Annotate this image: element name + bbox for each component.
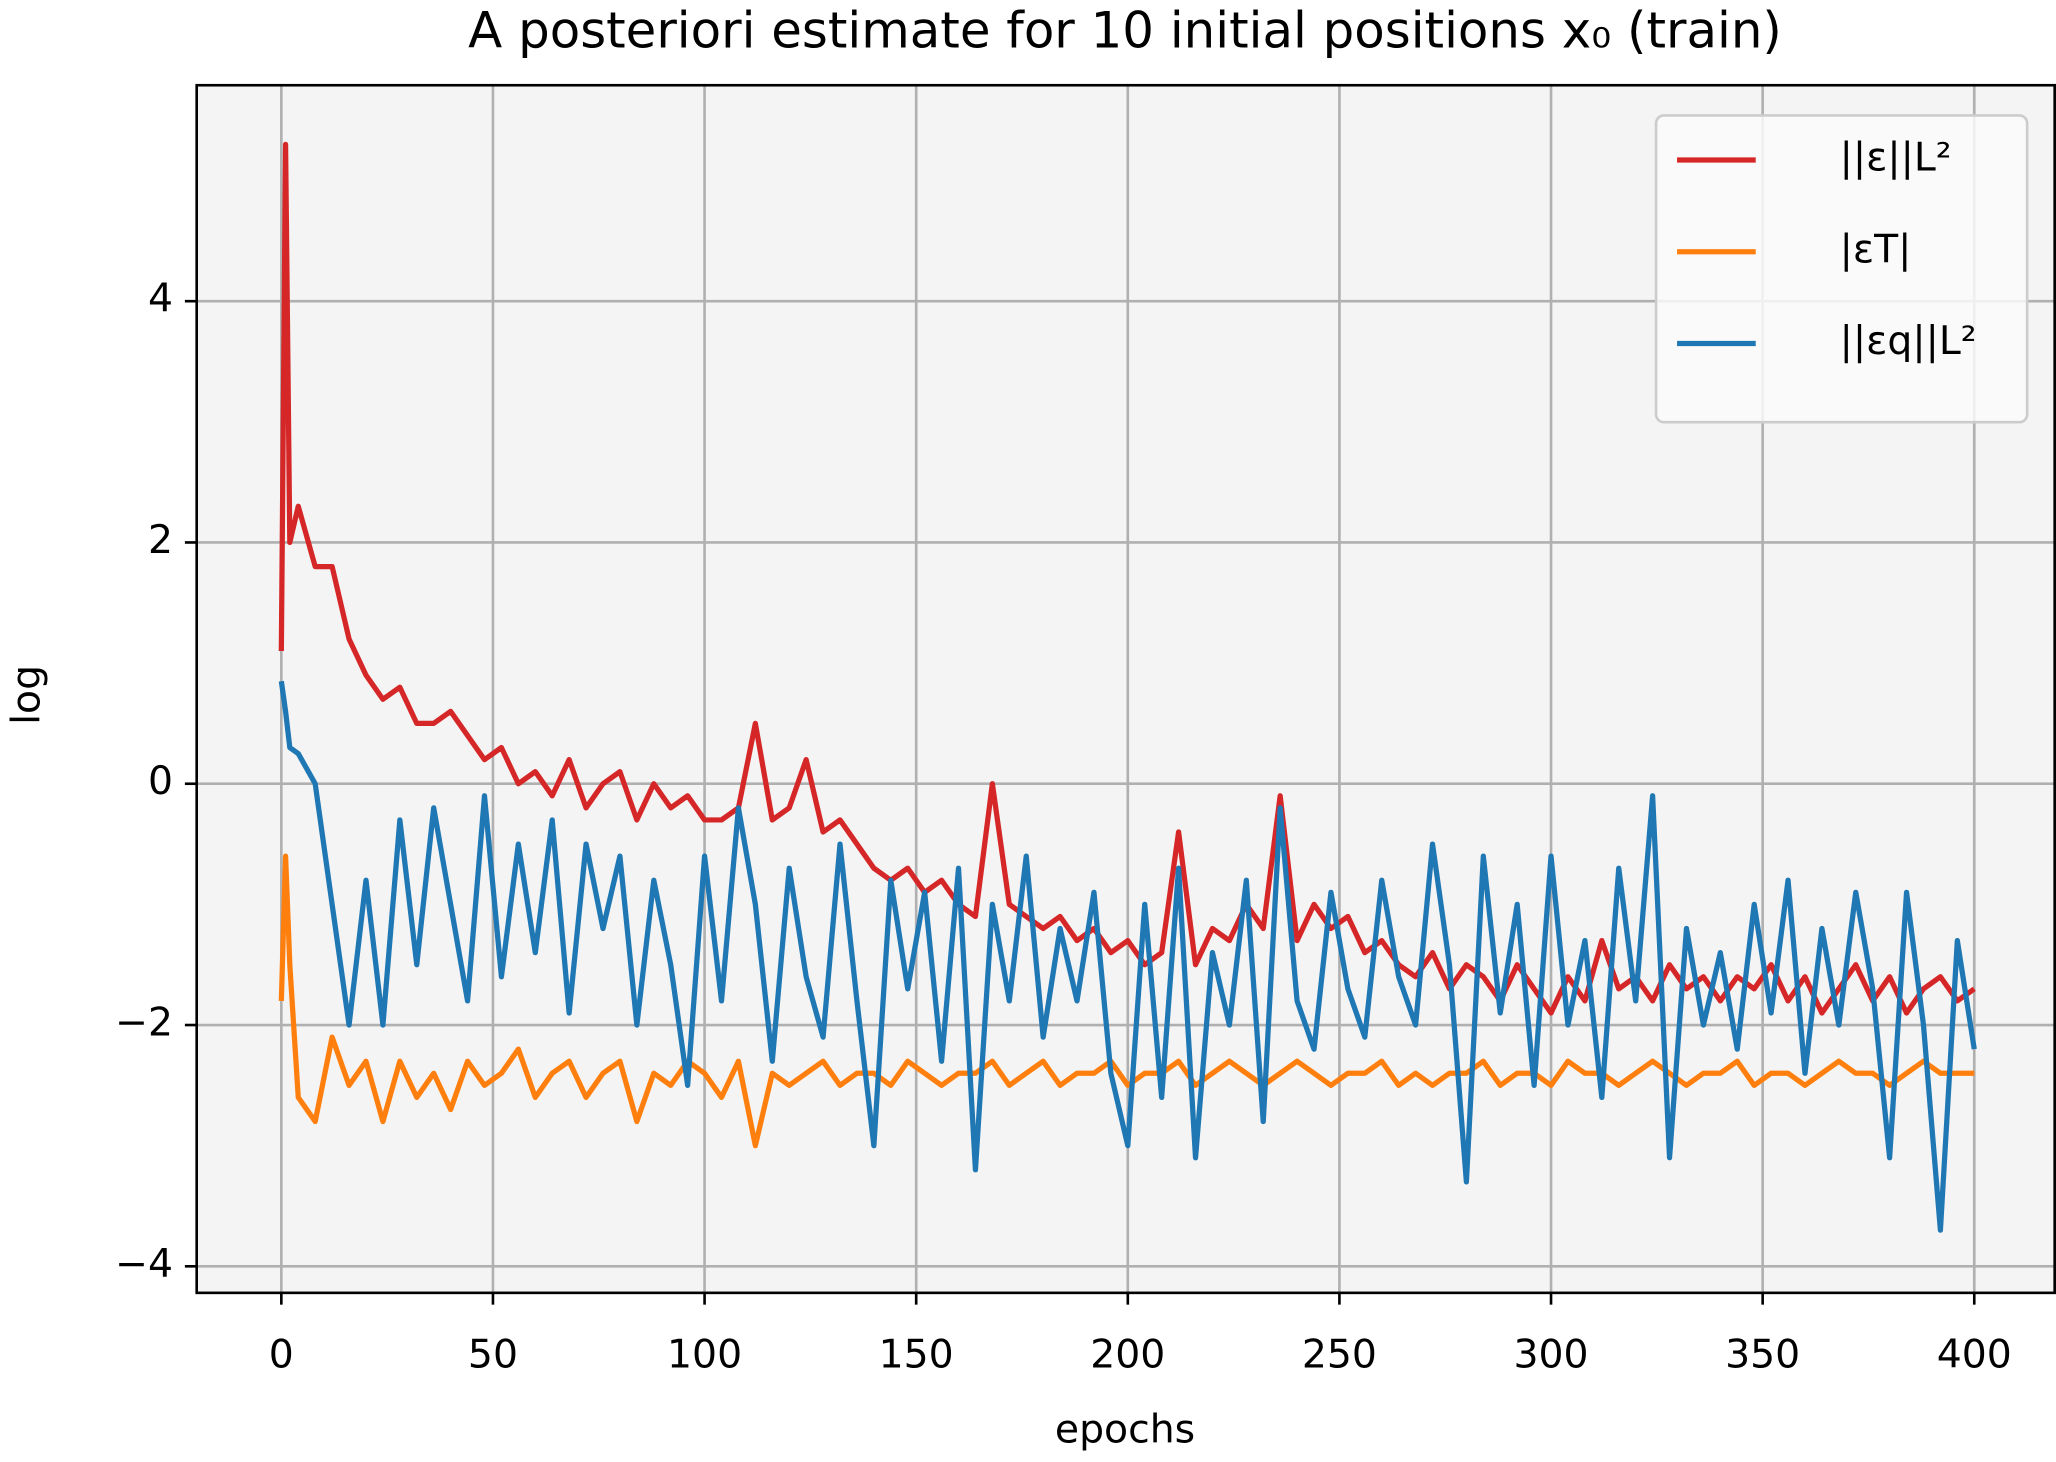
- y-tick-label: 0: [148, 758, 173, 804]
- x-tick-label: 250: [1302, 1332, 1377, 1378]
- line-series: [278, 680, 1977, 1233]
- x-tick-label: 0: [269, 1332, 294, 1378]
- y-tick-label: 4: [148, 276, 173, 322]
- legend: ||ε||L² |εT| ||εq||L²: [1654, 114, 2029, 424]
- chart-title: A posteriori estimate for 10 initial pos…: [468, 2, 1782, 60]
- y-axis-label: log: [3, 665, 49, 725]
- legend-label: |εT|: [1840, 226, 1912, 272]
- x-axis-label: epochs: [1055, 1406, 1195, 1452]
- x-tick-label: 100: [667, 1332, 742, 1378]
- y-tick-label: −4: [115, 1241, 173, 1287]
- line-series: [278, 141, 1976, 1016]
- axes-frame: [195, 83, 2056, 1295]
- x-tick-label: 300: [1513, 1332, 1588, 1378]
- x-tick-label: 150: [879, 1332, 954, 1378]
- x-tick-label: 350: [1725, 1332, 1800, 1378]
- y-tick-label: 2: [148, 517, 173, 563]
- x-tick-label: 200: [1090, 1332, 1165, 1378]
- y-tick-label: −2: [115, 1000, 173, 1046]
- lines: [278, 141, 1977, 1233]
- legend-label: ||εq||L²: [1840, 318, 1977, 364]
- x-tick-label: 50: [468, 1332, 518, 1378]
- x-tick-label: 400: [1937, 1332, 2012, 1378]
- legend-label: ||ε||L²: [1840, 134, 1952, 180]
